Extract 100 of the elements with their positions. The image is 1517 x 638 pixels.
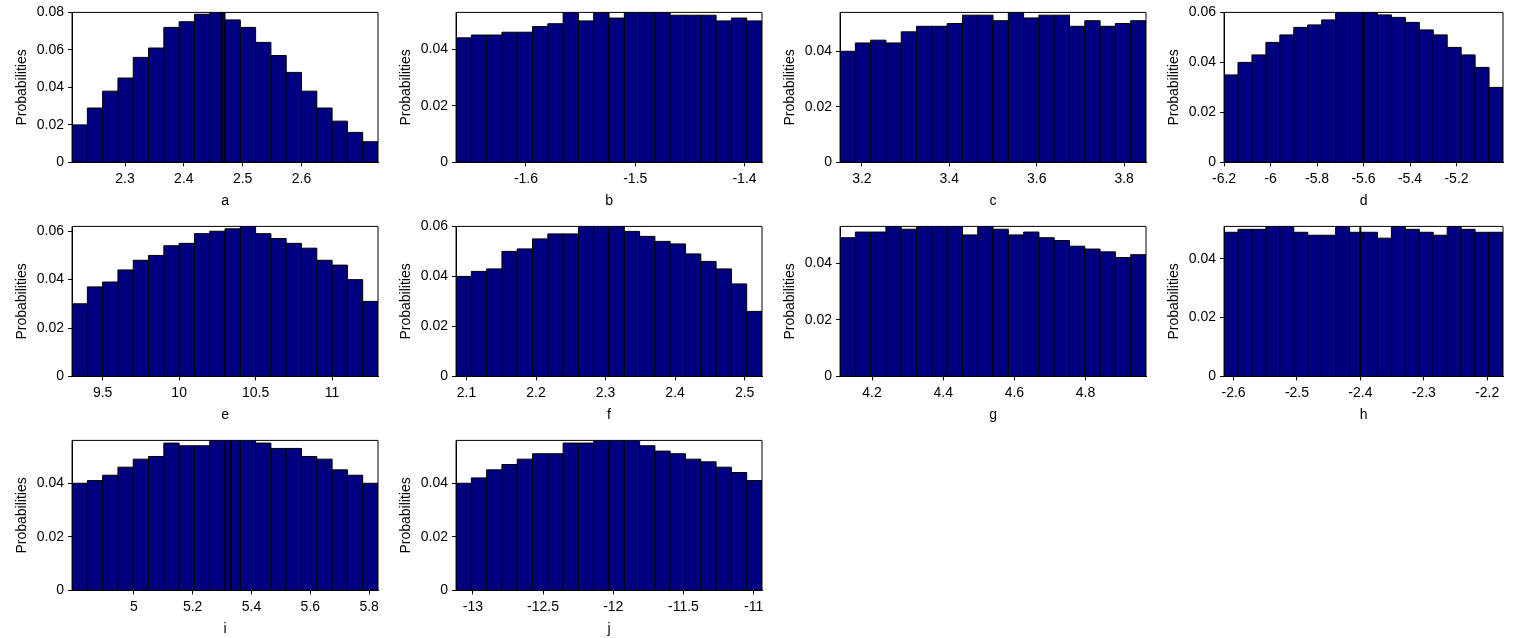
- x-tick-label: -2.3: [1411, 383, 1437, 400]
- x-axis-title: d: [1359, 192, 1368, 209]
- x-tick-label: 2.2: [526, 383, 546, 400]
- y-tick-label: 0.04: [1188, 53, 1217, 70]
- y-axis-title: Probabilities: [13, 477, 30, 554]
- x-tick-label: 5.4: [241, 597, 262, 614]
- x-tick-label: -12: [603, 597, 624, 614]
- y-tick-label: 0.04: [804, 42, 833, 59]
- x-axis-title: b: [605, 192, 614, 209]
- y-tick-label: 0.04: [36, 78, 65, 95]
- y-tick-label: 0: [440, 367, 449, 384]
- x-tick-label: 10: [171, 383, 188, 400]
- y-tick-label: 0.04: [1188, 249, 1217, 266]
- x-tick-label: -1.6: [513, 169, 539, 186]
- x-tick-label: 3.2: [852, 169, 872, 186]
- y-tick-label: 0: [56, 367, 65, 384]
- x-tick-label: -5.8: [1304, 169, 1330, 186]
- y-tick-label: 0.04: [804, 254, 833, 271]
- y-axis-title: Probabilities: [397, 263, 414, 340]
- y-tick-label: 0.04: [420, 474, 449, 491]
- x-axis-title: f: [607, 406, 612, 423]
- x-tick-label: -12.5: [527, 597, 560, 614]
- x-tick-label: 4.6: [1004, 383, 1025, 400]
- y-tick-label: 0.06: [1188, 3, 1217, 20]
- x-tick-label: 4.2: [862, 383, 883, 400]
- y-axis-title: Probabilities: [13, 49, 30, 126]
- x-tick-label: 2.1: [456, 383, 477, 400]
- y-tick-label: 0.02: [1188, 103, 1217, 120]
- x-tick-label: 10.5: [241, 383, 270, 400]
- x-tick-label: 9.5: [92, 383, 113, 400]
- y-tick-label: 0.02: [804, 310, 833, 327]
- x-tick-label: 2.6: [291, 169, 312, 186]
- y-axis-title: Probabilities: [1165, 49, 1182, 126]
- x-axis-title: c: [989, 192, 997, 209]
- x-tick-label: -2.6: [1221, 383, 1246, 400]
- y-tick-label: 0.02: [1188, 308, 1217, 325]
- y-tick-label: 0: [1208, 153, 1217, 170]
- x-tick-label: -2.5: [1284, 383, 1310, 400]
- y-tick-label: 0.02: [804, 97, 833, 114]
- y-tick-label: 0.04: [36, 474, 65, 491]
- x-tick-label: 5.8: [359, 597, 380, 614]
- x-tick-label: -6.2: [1211, 169, 1237, 186]
- y-tick-label: 0.02: [420, 96, 449, 113]
- x-tick-label: 11: [324, 383, 340, 400]
- y-axis-title: Probabilities: [397, 477, 414, 554]
- x-axis-title: j: [606, 620, 611, 637]
- x-axis-title: g: [989, 406, 997, 423]
- x-tick-label: -6: [1264, 169, 1277, 186]
- y-tick-label: 0: [440, 581, 449, 598]
- x-tick-label: 5.6: [300, 597, 321, 614]
- x-tick-label: 5.2: [182, 597, 203, 614]
- x-tick-label: 2.4: [174, 169, 194, 186]
- y-tick-label: 0.08: [36, 3, 65, 20]
- x-axis-title: e: [221, 406, 230, 423]
- y-tick-label: 0: [56, 581, 65, 598]
- x-tick-label: -11: [743, 597, 764, 614]
- x-axis-title: a: [221, 192, 230, 209]
- x-tick-label: -2.4: [1348, 383, 1373, 400]
- y-tick-label: 0.02: [36, 527, 65, 544]
- x-tick-label: -11.5: [667, 597, 700, 614]
- y-axis-title: Probabilities: [13, 263, 30, 340]
- y-tick-label: 0.02: [36, 115, 65, 132]
- y-tick-label: 0.06: [36, 222, 65, 239]
- x-tick-label: 3.8: [1114, 169, 1135, 186]
- x-axis-title: i: [223, 620, 227, 637]
- x-tick-label: 2.3: [595, 383, 616, 400]
- x-tick-label: 4.8: [1075, 383, 1096, 400]
- x-tick-label: -2.2: [1475, 383, 1500, 400]
- y-axis-title: Probabilities: [781, 263, 798, 340]
- y-tick-label: 0.04: [420, 40, 449, 57]
- y-axis-title: Probabilities: [781, 49, 798, 126]
- x-tick-label: 3.4: [939, 169, 960, 186]
- y-tick-label: 0.02: [420, 317, 449, 334]
- x-tick-label: 3.6: [1027, 169, 1047, 186]
- y-tick-label: 0.06: [420, 217, 449, 234]
- x-tick-label: -13: [462, 597, 484, 614]
- y-tick-label: 0.02: [420, 527, 449, 544]
- x-tick-label: -1.5: [623, 169, 648, 186]
- x-tick-label: 2.4: [665, 383, 686, 400]
- y-tick-label: 0: [824, 367, 833, 384]
- y-axis-title: Probabilities: [1165, 263, 1182, 340]
- x-tick-label: -1.4: [732, 169, 757, 186]
- x-tick-label: -5.6: [1351, 169, 1376, 186]
- x-tick-label: -5.4: [1397, 169, 1423, 186]
- y-tick-label: 0: [1208, 367, 1217, 384]
- x-axis-title: h: [1359, 406, 1368, 423]
- y-tick-label: 0.02: [36, 318, 65, 335]
- y-tick-label: 0: [824, 153, 833, 170]
- y-tick-label: 0.06: [36, 40, 65, 57]
- x-tick-label: -5.2: [1444, 169, 1469, 186]
- x-tick-label: 2.5: [734, 383, 755, 400]
- y-tick-label: 0.04: [420, 267, 449, 284]
- y-tick-label: 0.04: [36, 270, 65, 287]
- x-tick-label: 4.4: [933, 383, 954, 400]
- y-axis-title: Probabilities: [397, 49, 414, 126]
- y-tick-label: 0: [440, 153, 449, 170]
- x-tick-label: 2.5: [232, 169, 253, 186]
- x-tick-label: 5: [129, 597, 138, 614]
- y-tick-label: 0: [56, 153, 65, 170]
- x-tick-label: 2.3: [115, 169, 135, 186]
